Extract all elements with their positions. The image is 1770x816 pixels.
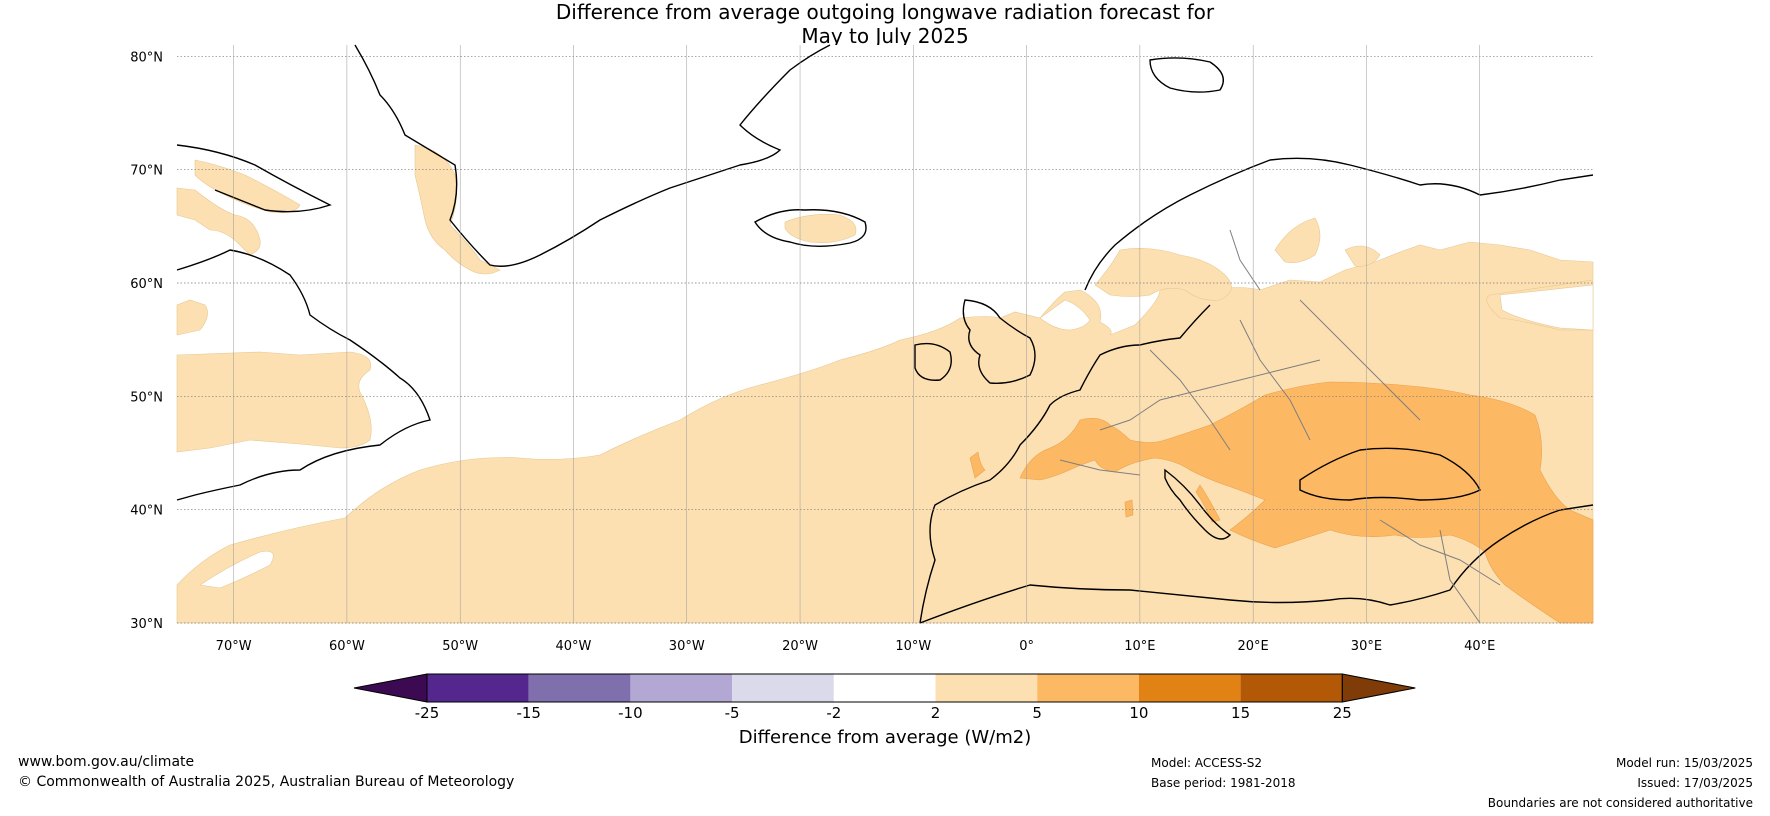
- footer-model-run: Model run: 15/03/2025: [1615, 756, 1753, 770]
- latitude-label: 80°N: [130, 50, 163, 65]
- near-average-areas: [199, 284, 1594, 589]
- coastline-scandinavia: [1084, 157, 1594, 291]
- colorbar-tick-label: 10: [1129, 704, 1148, 722]
- boundary-line: [1149, 349, 1231, 451]
- coastline-mediterranean-south: [919, 504, 1594, 624]
- anomaly-region-italy-patch: [1195, 484, 1221, 523]
- colorbar-title: Difference from average (W/m2): [738, 727, 1032, 748]
- boundary-line: [1299, 299, 1421, 421]
- footer-copyright: © Commonwealth of Australia 2025, Austra…: [18, 774, 515, 790]
- colorbar-tick-label: 2: [931, 704, 941, 722]
- coastline-labrador: [176, 249, 431, 501]
- colorbar-tick-label: -25: [415, 704, 440, 722]
- colorbar-tick-label: 5: [1032, 704, 1042, 722]
- colorbar-segment: [833, 674, 936, 702]
- longitude-label: 70°W: [216, 639, 252, 654]
- coastline-ireland: [914, 342, 952, 381]
- anomaly-region-mediterranean-anatolia: [1019, 381, 1594, 624]
- longitude-label: 40°W: [556, 639, 592, 654]
- colorbar-tick-label: 25: [1333, 704, 1352, 722]
- map-panel: [176, 44, 1594, 624]
- colorbar-outline: [426, 673, 1343, 703]
- coastline-greenland: [354, 44, 831, 267]
- footer-disclaimer: Boundaries are not considered authoritat…: [1487, 796, 1753, 810]
- near-average-russia-hole: [1499, 284, 1594, 331]
- colorbar: [353, 673, 1416, 703]
- longitude-label: 30°E: [1351, 639, 1382, 654]
- colorbar-extend-low: [353, 673, 428, 703]
- anomaly-region-finland: [1274, 217, 1321, 263]
- colorbar-segment: [630, 674, 733, 702]
- coastline-black-sea: [1299, 447, 1481, 501]
- longitude-label: 30°W: [669, 639, 705, 654]
- anomaly-region-sardinia-patch: [1124, 499, 1134, 518]
- latitude-label: 30°N: [130, 617, 163, 632]
- title-line-1: Difference from average outgoing longwav…: [555, 0, 1215, 24]
- latitude-label: 60°N: [130, 277, 163, 292]
- colorbar-segment: [1240, 674, 1343, 702]
- coastline-europe-west: [919, 304, 1211, 624]
- coastline-britain: [962, 299, 1036, 385]
- longitude-label: 20°E: [1238, 639, 1269, 654]
- coastline-svalbard: [1149, 57, 1224, 93]
- anomaly-orange-regions: [969, 381, 1594, 624]
- country-boundaries: [1059, 229, 1501, 624]
- anomaly-region-scandinavia: [1094, 248, 1232, 301]
- footer-model: Model: ACCESS-S2: [1151, 756, 1263, 770]
- longitude-label: 0°: [1019, 639, 1034, 654]
- colorbar-extend-high: [1341, 673, 1416, 703]
- map-title: Difference from average outgoing longwav…: [0, 0, 1770, 48]
- latitude-label: 50°N: [130, 390, 163, 405]
- anomaly-region-iceland: [784, 214, 857, 243]
- graticule: [177, 45, 1593, 624]
- colorbar-segment: [1138, 674, 1241, 702]
- longitude-labels: 70°W 60°W 50°W 40°W 30°W 20°W 10°W 0° 10°E 20°E 30…: [216, 639, 1496, 654]
- anomaly-region-canada-east: [176, 351, 372, 453]
- footer-issued: Issued: 17/03/2025: [1637, 776, 1753, 790]
- colorbar-tick-label: -2: [826, 704, 841, 722]
- longitude-label: 40°E: [1464, 639, 1495, 654]
- latitude-label: 40°N: [130, 504, 163, 519]
- near-average-biscay-hole: [1039, 299, 1091, 331]
- latitude-labels: 80°N 70°N 60°N 50°N 40°N 30°N: [130, 50, 163, 632]
- title-line-2: May to July 2025: [801, 24, 969, 48]
- anomaly-region-karelia: [1344, 245, 1381, 267]
- colorbar-segment: [427, 674, 529, 702]
- boundary-line: [1439, 529, 1481, 624]
- colorbar-tick-label: -5: [725, 704, 740, 722]
- near-average-atlantic-hole: [199, 551, 274, 589]
- colorbar-tick-label: -15: [516, 704, 541, 722]
- longitude-label: 10°W: [895, 639, 931, 654]
- anomaly-region-iberia-patch: [969, 451, 986, 479]
- boundary-line: [1059, 459, 1141, 476]
- footer-website: www.bom.gov.au/climate: [18, 754, 195, 770]
- boundary-line: [1379, 519, 1501, 586]
- colorbar-tick-label: 15: [1231, 704, 1250, 722]
- colorbar-segment: [1037, 674, 1139, 702]
- boundary-line: [1239, 319, 1311, 441]
- longitude-label: 50°W: [442, 639, 478, 654]
- colorbar-segment: [528, 674, 631, 702]
- footer-base-period: Base period: 1981-2018: [1151, 776, 1296, 790]
- coastline-baffin: [176, 144, 332, 213]
- coastlines: [176, 44, 1594, 624]
- coastline-iceland: [754, 209, 867, 247]
- anomaly-region-baffin: [176, 187, 261, 256]
- colorbar-tick-labels: -25 -15 -10 -5 -2 2 5 10 15 25: [415, 704, 1352, 722]
- longitude-label: 60°W: [329, 639, 365, 654]
- colorbar-segment: [732, 674, 834, 702]
- colorbar-tick-label: -10: [618, 704, 643, 722]
- longitude-label: 10°E: [1124, 639, 1155, 654]
- boundary-line: [1099, 359, 1321, 431]
- latitude-label: 70°N: [130, 164, 163, 179]
- coastline-italy: [1164, 468, 1232, 540]
- anomaly-region-labrador: [176, 299, 208, 336]
- longitude-label: 20°W: [782, 639, 818, 654]
- colorbar-segment: [935, 674, 1038, 702]
